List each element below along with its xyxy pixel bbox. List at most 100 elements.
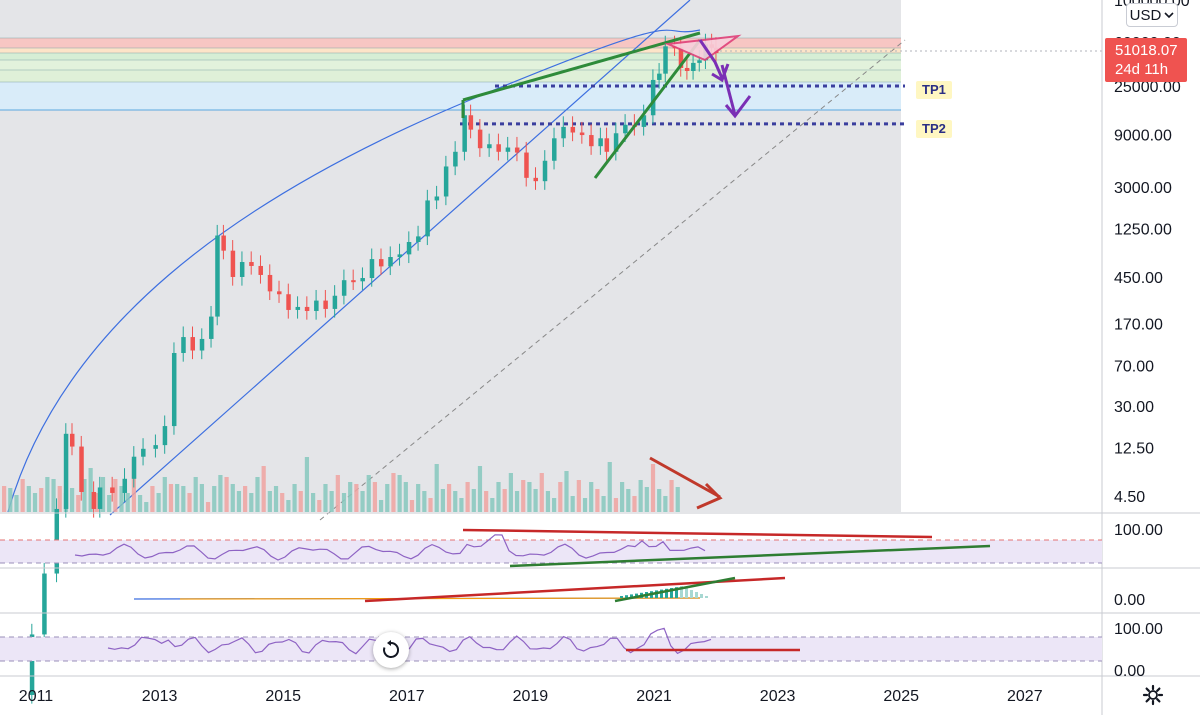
candle-body <box>613 133 619 152</box>
volume-bar <box>613 498 619 512</box>
candle-body <box>209 316 214 339</box>
volume-bar <box>620 482 625 512</box>
volume-bar <box>564 471 569 512</box>
candle-body <box>360 278 365 282</box>
indicator-axes: 100.00 0.00 100.00 0.00 <box>1114 522 1163 680</box>
volume-bar <box>477 466 483 512</box>
volume-bar <box>323 484 328 512</box>
price-tick-label: 70.00 <box>1114 359 1154 376</box>
volume-bar <box>496 482 501 512</box>
green-resistance-line <box>462 31 701 102</box>
last-price-tag: 51018.07 24d 11h <box>1105 38 1187 82</box>
volume-bar <box>280 493 285 512</box>
candle-body <box>524 152 529 178</box>
candle-body <box>657 73 662 80</box>
histogram-bar <box>705 596 708 598</box>
volume-bar <box>638 480 643 512</box>
purple-arrowhead-1 <box>711 63 730 83</box>
candle-body <box>277 291 282 295</box>
candle-body <box>295 306 301 310</box>
candle-body <box>697 60 702 63</box>
volume-bar <box>391 473 396 512</box>
histogram-bar <box>670 588 673 598</box>
candle-body <box>487 144 492 149</box>
candle-body <box>570 126 576 133</box>
candle-body <box>171 352 177 427</box>
histogram-bar <box>620 596 623 598</box>
candle-body <box>314 300 319 311</box>
volume-bar <box>298 491 303 512</box>
pink-triangle <box>664 34 742 62</box>
volume-bar <box>595 489 600 512</box>
candle-body <box>332 295 338 309</box>
indicator-tick-label: 0.00 <box>1114 592 1145 609</box>
candle-body <box>351 280 356 283</box>
candle-body <box>122 478 128 493</box>
volume-bar <box>57 486 62 512</box>
volume-bar <box>409 500 415 512</box>
volume-bar <box>168 484 174 512</box>
volume-bar <box>514 491 520 512</box>
tp2-label: TP2 <box>916 120 952 138</box>
volume-bar <box>125 493 130 512</box>
replay-button[interactable] <box>373 632 409 668</box>
volume-bar <box>397 475 402 512</box>
histogram-bar <box>675 587 678 598</box>
candle-body <box>42 573 47 635</box>
dashed-growth-line <box>319 39 906 521</box>
candle-body <box>304 306 310 311</box>
chevron-down-icon <box>1164 11 1174 18</box>
volume-bar <box>465 482 470 512</box>
stoch-line <box>107 627 712 655</box>
volume-bar <box>292 484 297 512</box>
volume-bar <box>335 475 340 512</box>
price-tick-label: 12.50 <box>1114 440 1154 457</box>
volume-bar <box>650 464 656 512</box>
candle-body <box>199 338 205 351</box>
candle-body <box>443 166 449 197</box>
volume-bar <box>675 487 680 512</box>
price-tick-label: 1250.00 <box>1114 221 1172 238</box>
purple-arrowhead-2 <box>724 95 752 119</box>
volume-bar <box>372 482 378 512</box>
volume-bar <box>224 477 229 512</box>
volume-bar <box>366 475 371 512</box>
volume-bar <box>545 491 551 512</box>
time-tick-label: 2019 <box>513 688 549 705</box>
indicator-tick-label: 100.00 <box>1114 522 1163 539</box>
volume-bar <box>8 488 13 512</box>
candle-body <box>63 433 69 509</box>
zone-band <box>0 48 901 53</box>
volume-bar <box>341 493 347 512</box>
currency-selector[interactable]: USD <box>1126 3 1178 27</box>
volume-bar <box>113 479 118 512</box>
volume-bar <box>162 477 167 512</box>
volume-bar <box>453 491 458 512</box>
volume-bar <box>329 491 334 512</box>
candle-body <box>221 235 226 251</box>
candle-body <box>323 300 328 309</box>
volume-bar <box>552 498 557 512</box>
volume-bar <box>471 489 476 512</box>
volume-bar <box>107 495 112 512</box>
candle-body <box>691 62 696 72</box>
candle-body <box>434 196 440 201</box>
volume-bar <box>212 486 217 512</box>
time-axis[interactable]: 2011 2013 2015 2017 2019 2021 2023 2025 2027 <box>19 688 1043 705</box>
volume-bar <box>360 491 365 512</box>
volume-bar <box>428 498 433 512</box>
purple-arrow-1 <box>698 39 724 79</box>
rsi-line <box>74 534 706 561</box>
volume-bar <box>26 486 31 512</box>
time-tick-label: 2015 <box>265 688 301 705</box>
volume-bar <box>484 491 489 512</box>
volume-bar <box>502 489 507 512</box>
volume-bar <box>440 489 445 512</box>
volume-bar <box>137 495 143 512</box>
candle-body <box>286 294 291 310</box>
settings-button[interactable] <box>1140 684 1166 710</box>
price-axis[interactable]: 100000.0060000.0025000.009000.003000.001… <box>1114 0 1190 506</box>
volume-bar <box>644 487 649 512</box>
price-tick-label: 3000.00 <box>1114 180 1172 197</box>
